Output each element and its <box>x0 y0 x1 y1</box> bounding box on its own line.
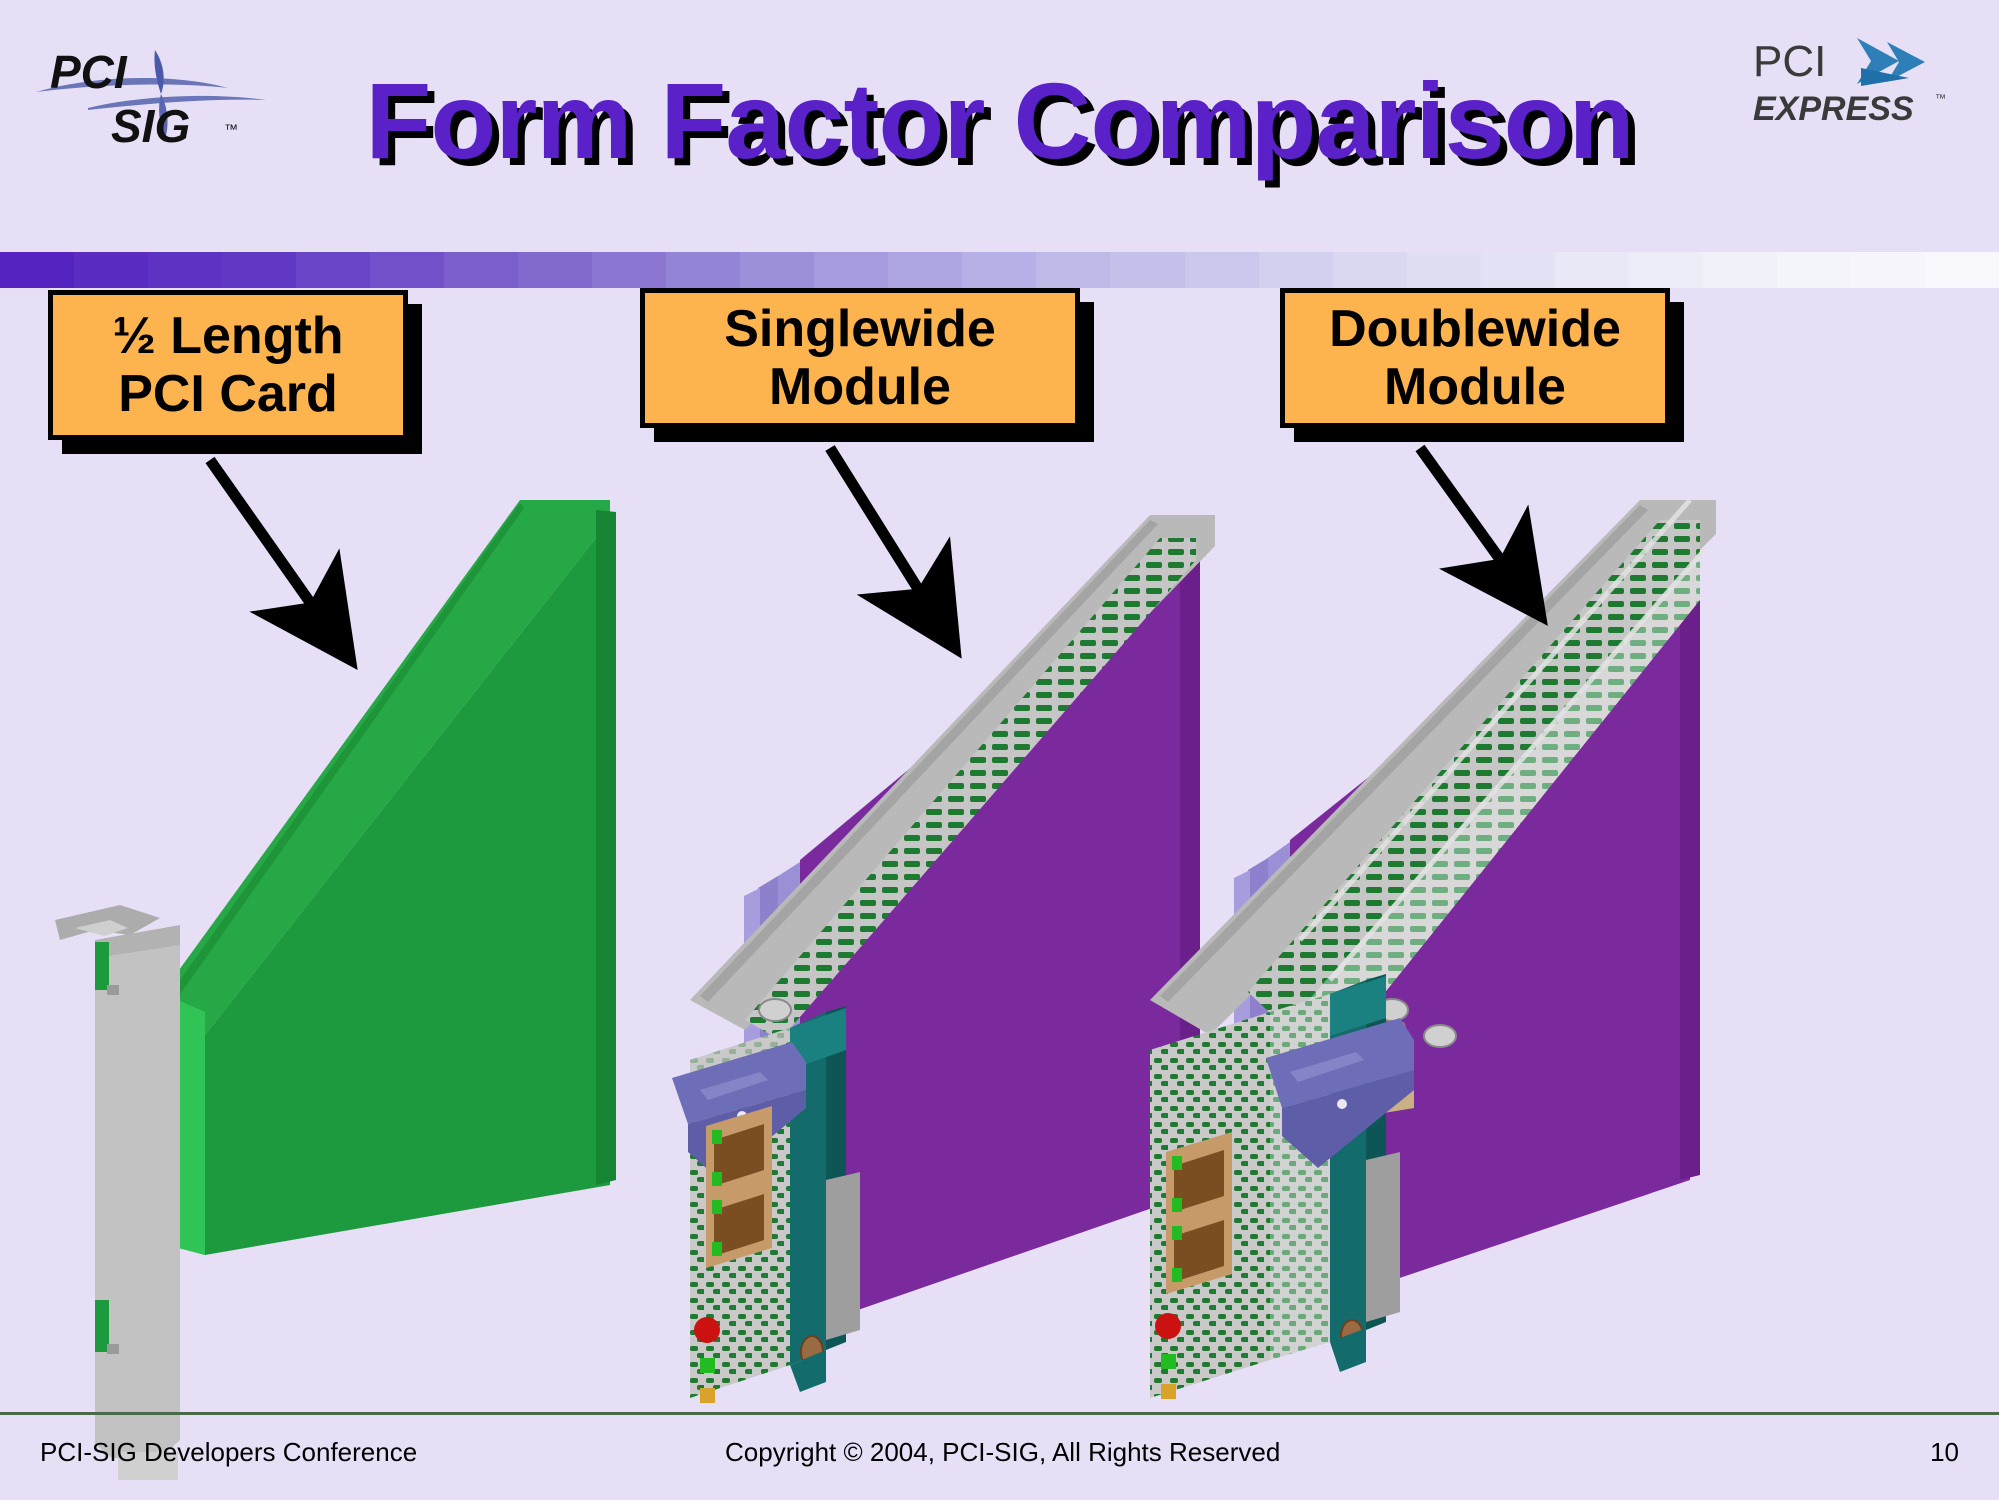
gradient-step-6 <box>444 252 519 288</box>
page-title: Form Factor Comparison <box>365 60 1634 181</box>
gradient-step-7 <box>518 252 593 288</box>
singlewide-rear-rail <box>826 1172 860 1340</box>
singlewide-module-illustration <box>672 515 1215 1403</box>
gradient-step-0 <box>0 252 75 288</box>
doublewide-ejector-top <box>1330 976 1386 1036</box>
singlewide-top-rail-groove <box>700 520 1158 1002</box>
gradient-step-25 <box>1850 252 1925 288</box>
pci-sig-logo-trademark: ™ <box>224 121 238 137</box>
callout-arrows <box>205 444 1548 670</box>
singlewide-body-face <box>800 535 1190 1330</box>
singlewide-led-amber <box>700 1388 715 1403</box>
callout-doublewide-module: Doublewide Module <box>1280 288 1684 442</box>
singlewide-port-2 <box>706 1176 772 1268</box>
gradient-step-24 <box>1776 252 1851 288</box>
doublewide-grille-ribs <box>1298 498 1708 982</box>
doublewide-top-vents-dark <box>1248 520 1700 1032</box>
gradient-step-23 <box>1702 252 1777 288</box>
pci-card-face <box>205 520 610 1255</box>
gradient-step-13 <box>962 252 1037 288</box>
footer-copyright: Copyright © 2004, PCI-SIG, All Rights Re… <box>725 1437 1281 1467</box>
singlewide-screw-1 <box>758 998 792 1022</box>
pci-express-logo: PCI EXPRESS ™ <box>1749 28 1949 133</box>
pci-sig-logo-line2: SIG <box>111 100 190 152</box>
pci-express-logo-line1: PCI <box>1753 37 1826 86</box>
title-gradient-divider <box>0 252 1999 288</box>
callout-half-length-pci-card: ½ Length PCI Card <box>48 290 422 454</box>
gradient-step-2 <box>148 252 223 288</box>
pci-sig-logo: PCI SIG ™ <box>28 30 298 160</box>
gradient-step-19 <box>1406 252 1481 288</box>
doublewide-latch-handle <box>1266 1018 1414 1168</box>
gradient-step-1 <box>74 252 149 288</box>
doublewide-module-illustration <box>1150 498 1716 1399</box>
doublewide-screw-2 <box>1423 1024 1457 1048</box>
doublewide-ejector-foot <box>1330 1328 1366 1372</box>
gradient-step-5 <box>370 252 445 288</box>
doublewide-body-right-edge <box>1680 523 1700 1180</box>
pci-card-seam <box>160 503 524 1014</box>
gradient-step-9 <box>666 252 741 288</box>
callout-box: Singlewide Module <box>640 288 1080 428</box>
callout-box: Doublewide Module <box>1280 288 1670 428</box>
gradient-step-21 <box>1554 252 1629 288</box>
gradient-step-3 <box>222 252 297 288</box>
footer-left-text: PCI-SIG Developers Conference <box>40 1437 418 1467</box>
gradient-step-4 <box>296 252 371 288</box>
callout-label: Doublewide Module <box>1329 299 1621 416</box>
pci-sig-logo-line1: PCI <box>50 46 128 98</box>
gradient-step-20 <box>1480 252 1555 288</box>
pci-card-bracket <box>55 905 180 1480</box>
gradient-step-14 <box>1036 252 1111 288</box>
arrow-to-pci-card <box>205 456 358 670</box>
doublewide-top-vents-light <box>1300 554 1700 1046</box>
gradient-step-8 <box>592 252 667 288</box>
callout-singlewide-module: Singlewide Module <box>640 288 1094 442</box>
doublewide-port-2 <box>1166 1202 1232 1294</box>
pci-card-edge-highlight <box>178 1000 205 1255</box>
footer-page-number: 10 <box>1930 1437 1959 1467</box>
singlewide-panel-top-lip <box>690 1028 790 1074</box>
pci-express-logo-line2: EXPRESS <box>1753 90 1914 128</box>
callout-label: Singlewide Module <box>724 299 996 416</box>
doublewide-led-red <box>1155 1313 1181 1339</box>
arrow-to-singlewide <box>825 445 962 659</box>
callout-box: ½ Length PCI Card <box>48 290 408 440</box>
arrow-to-doublewide <box>1415 444 1548 626</box>
slide-footer: PCI-SIG Developers Conference Copyright … <box>0 1412 1999 1500</box>
singlewide-top-vents <box>745 538 1196 1040</box>
doublewide-led-amber <box>1161 1384 1176 1399</box>
doublewide-led-green <box>1161 1354 1176 1369</box>
pci-express-logo-trademark: ™ <box>1935 93 1946 105</box>
gradient-step-10 <box>740 252 815 288</box>
singlewide-body-right-edge <box>1180 538 1200 1195</box>
gradient-step-16 <box>1184 252 1259 288</box>
pci-card-right-edge <box>596 510 616 1185</box>
gradient-step-26 <box>1924 252 1999 288</box>
pci-card-top-bevel <box>150 500 610 1035</box>
gradient-step-17 <box>1258 252 1333 288</box>
singlewide-ejector-foot <box>790 1350 826 1392</box>
callout-label: ½ Length PCI Card <box>112 306 344 423</box>
singlewide-led-green <box>700 1358 715 1373</box>
singlewide-ejector-top <box>790 1008 846 1070</box>
gradient-step-22 <box>1628 252 1703 288</box>
singlewide-port-1 <box>706 1106 772 1198</box>
doublewide-rear-rail <box>1366 1152 1400 1322</box>
gradient-step-12 <box>888 252 963 288</box>
gradient-step-18 <box>1332 252 1407 288</box>
gradient-step-15 <box>1110 252 1185 288</box>
singlewide-led-red <box>694 1317 720 1343</box>
half-length-pci-card-illustration <box>55 500 616 1480</box>
doublewide-top-rail-groove <box>1160 505 1648 1002</box>
gradient-step-11 <box>814 252 889 288</box>
doublewide-port-1 <box>1166 1132 1232 1224</box>
